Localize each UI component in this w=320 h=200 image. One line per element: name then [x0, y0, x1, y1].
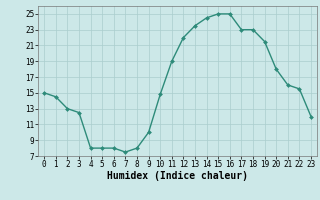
X-axis label: Humidex (Indice chaleur): Humidex (Indice chaleur): [107, 171, 248, 181]
